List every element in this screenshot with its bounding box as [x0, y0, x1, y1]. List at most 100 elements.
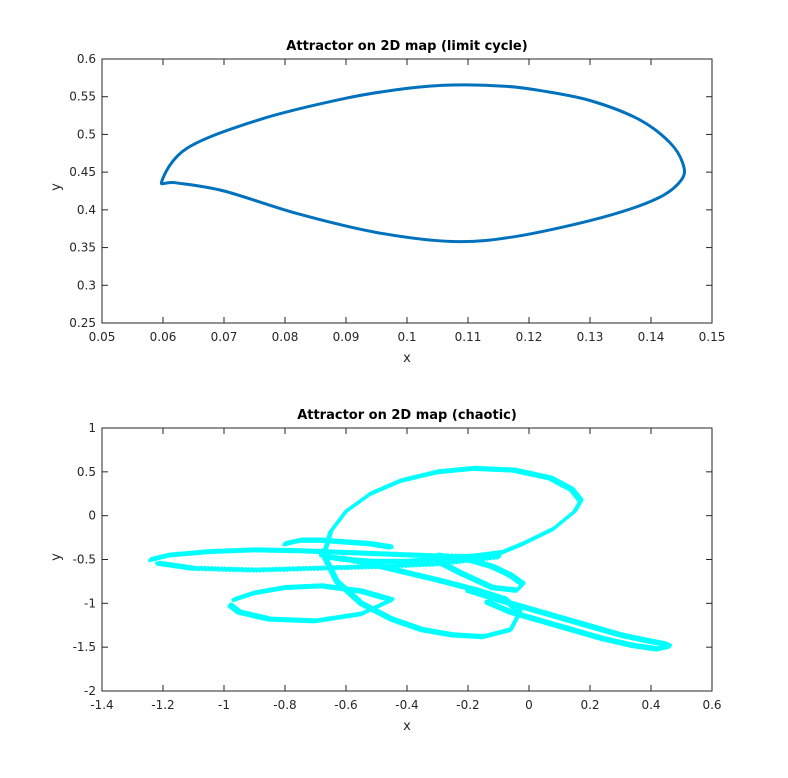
- chaotic-point: [264, 567, 268, 571]
- limit-cycle-y-ticks: 0.250.30.350.40.450.50.550.6: [69, 52, 712, 330]
- limit-cycle-x-ticks: 0.05 0.06 0.07 0.08 0.09 0.1 0.11 0.12 0.13 0.14 0…: [89, 59, 726, 344]
- chaotic-x-label: x: [403, 719, 411, 734]
- limit-cycle-x-tick-label: 0.1: [397, 330, 416, 344]
- chaotic-point: [515, 588, 519, 592]
- chaotic-point: [491, 554, 495, 559]
- chaotic-x-tick-label: -0.2: [456, 698, 479, 712]
- chaotic-point: [206, 566, 210, 570]
- chaotic-point: [389, 617, 394, 621]
- chaotic-point: [301, 566, 305, 570]
- chaotic-point: [365, 564, 370, 568]
- chaotic-point: [267, 617, 272, 621]
- chaotic-point: [344, 550, 348, 555]
- chaotic-point: [490, 585, 495, 590]
- chaotic-point: [294, 566, 298, 570]
- limit-cycle-x-tick-label: 0.06: [150, 330, 177, 344]
- chaotic-point: [405, 559, 409, 564]
- chaotic-point: [237, 566, 241, 571]
- limit-cycle-title: Attractor on 2D map (limit cycle): [286, 39, 527, 54]
- chaotic-point: [420, 561, 424, 566]
- chaotic-point: [490, 564, 495, 569]
- chaotic-point: [406, 562, 410, 566]
- chaotic-point: [481, 556, 485, 560]
- chaotic-point: [430, 561, 434, 565]
- chaotic-point: [252, 568, 257, 572]
- limit-cycle-plot: Attractor on 2D map (limit cycle) 0.05 0.…: [49, 39, 725, 366]
- chaotic-point: [284, 566, 288, 570]
- chaotic-point: [342, 564, 346, 569]
- chaotic-point: [496, 555, 501, 559]
- chaotic-point: [331, 565, 336, 569]
- chaotic-point: [328, 565, 332, 569]
- chaotic-x-tick-label: 0: [525, 698, 533, 712]
- chaotic-point: [283, 541, 287, 546]
- chaotic-point: [338, 564, 342, 569]
- chaotic-point: [298, 566, 302, 570]
- chaotic-point: [413, 562, 417, 566]
- limit-cycle-axes-box: [101, 58, 713, 324]
- chaotic-point: [313, 566, 318, 571]
- chaotic-x-ticks: -1.4 -1.2 -1 -0.8 -0.6 -0.4 -0.2 0 0.2 0.4 0.6: [90, 428, 722, 712]
- chaotic-point: [359, 612, 364, 616]
- chaotic-point: [155, 561, 159, 565]
- chaotic-point: [223, 566, 227, 570]
- chaotic-point: [382, 563, 386, 567]
- chaotic-point: [230, 566, 234, 570]
- chaotic-y-ticks: -2-1.5-1-0.500.51: [73, 421, 712, 698]
- chaotic-x-tick-label: -1: [218, 698, 230, 712]
- chaotic-point: [460, 571, 464, 576]
- chaotic-point: [447, 560, 451, 564]
- chaotic-point: [335, 579, 339, 584]
- chaotic-point: [399, 562, 403, 567]
- chaotic-point: [403, 562, 407, 566]
- chaotic-point: [158, 560, 162, 564]
- limit-cycle-x-tick-label: 0.13: [577, 330, 604, 344]
- chaotic-point: [368, 491, 373, 496]
- chaotic-plot: Attractor on 2D map (chaotic) -1.4 -1.2 -1…: [49, 408, 722, 734]
- chaotic-point: [216, 566, 220, 570]
- chaotic-point: [484, 555, 488, 559]
- chaotic-point: [423, 561, 427, 566]
- chaotic-point: [369, 564, 373, 568]
- chaotic-point: [374, 564, 379, 569]
- limit-cycle-curve: [159, 83, 686, 244]
- chaotic-point: [499, 550, 504, 555]
- chaotic-point: [450, 559, 454, 563]
- chaotic-point: [260, 567, 264, 571]
- chaotic-point: [196, 565, 200, 569]
- limit-cycle-y-tick-label: 0.3: [77, 278, 96, 292]
- chaotic-y-label: y: [49, 553, 64, 561]
- limit-cycle-x-tick-label: 0.12: [516, 330, 543, 344]
- chaotic-point: [335, 565, 339, 569]
- chaotic-point: [341, 555, 345, 559]
- chaotic-point: [257, 567, 261, 571]
- chaotic-point: [199, 565, 203, 570]
- limit-cycle-y-tick-label: 0.5: [77, 127, 96, 141]
- chaotic-y-tick-label: -2: [84, 684, 96, 698]
- chaotic-point: [435, 470, 440, 474]
- chaotic-point: [655, 647, 659, 651]
- chaotic-point: [630, 643, 635, 648]
- limit-cycle-y-tick-label: 0.35: [69, 241, 96, 255]
- chaotic-point: [466, 588, 470, 592]
- limit-cycle-y-tick-label: 0.55: [69, 90, 96, 104]
- chaotic-point: [487, 555, 492, 559]
- chaotic-point: [291, 566, 295, 570]
- chaotic-point: [226, 566, 231, 570]
- chaotic-point: [643, 638, 647, 642]
- chaotic-point: [569, 487, 574, 492]
- chaotic-point: [233, 566, 237, 570]
- chaotic-point: [539, 619, 543, 623]
- chaotic-point: [496, 598, 501, 602]
- chaotic-point: [313, 619, 318, 623]
- chaotic-point: [557, 615, 562, 620]
- chaotic-x-tick-label: -1.2: [151, 698, 174, 712]
- chaotic-point: [281, 566, 285, 570]
- chaotic-point: [220, 566, 224, 570]
- limit-cycle-x-tick-label: 0.15: [699, 330, 726, 344]
- chaotic-point: [345, 564, 349, 568]
- chaotic-point: [508, 610, 513, 614]
- chaotic-point: [551, 527, 556, 531]
- chaotic-point: [283, 585, 287, 590]
